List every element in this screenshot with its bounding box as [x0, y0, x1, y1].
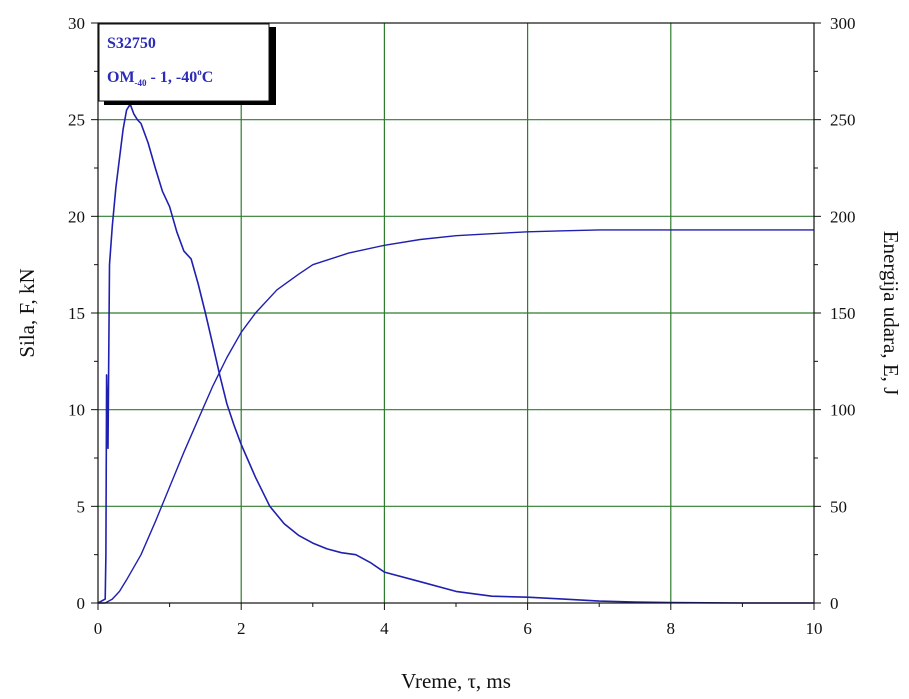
y-right-tick-label: 250	[830, 111, 856, 130]
series-layer	[97, 103, 814, 604]
x-tick-label: 6	[523, 619, 532, 638]
grid	[98, 23, 814, 603]
y-right-tick-label: 150	[830, 304, 856, 323]
x-tick-label: 8	[667, 619, 676, 638]
y-right-tick-label: 100	[830, 401, 856, 420]
series-line-force	[97, 103, 814, 604]
x-axis-title: Vreme, τ, ms	[401, 669, 511, 693]
x-tick-label: 2	[237, 619, 246, 638]
y-left-tick-label: 0	[77, 594, 86, 613]
x-tick-label: 10	[806, 619, 823, 638]
x-tick-label: 4	[380, 619, 389, 638]
x-tick-label: 0	[94, 619, 103, 638]
y-left-tick-label: 10	[68, 401, 85, 420]
legend-line-2: OM-40 - 1, -40oC	[107, 67, 213, 88]
y-left-tick-label: 15	[68, 304, 85, 323]
y-left-tick-label: 30	[68, 14, 85, 33]
y-right-tick-label: 200	[830, 207, 856, 226]
y-axis-right-title: Energija udara, E, J	[879, 231, 903, 396]
y-right-tick-label: 0	[830, 594, 839, 613]
legend-line-1: S32750	[107, 35, 156, 52]
series-line-energy	[98, 229, 814, 604]
y-axis-left-title: Sila, F, kN	[15, 268, 39, 357]
y-left-tick-label: 5	[77, 497, 86, 516]
legend-box: S32750 OM-40 - 1, -40oC	[98, 23, 276, 105]
y-right-tick-label: 50	[830, 497, 847, 516]
y-left-tick-label: 25	[68, 111, 85, 130]
y-right-tick-label: 300	[830, 14, 856, 33]
ticks	[91, 22, 821, 610]
y-left-tick-label: 20	[68, 207, 85, 226]
